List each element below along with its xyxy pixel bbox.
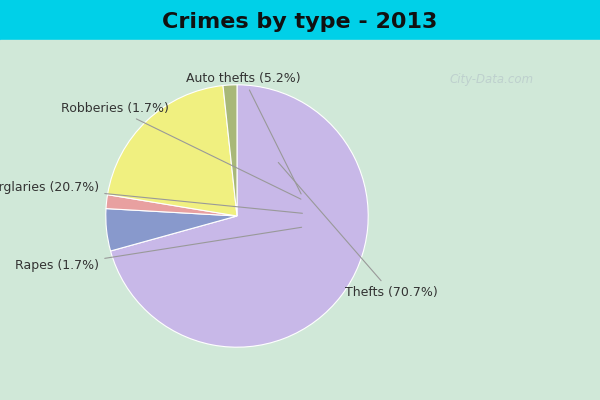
Text: Auto thefts (5.2%): Auto thefts (5.2%) [186,72,301,194]
Text: Burglaries (20.7%): Burglaries (20.7%) [0,181,302,213]
Wedge shape [106,208,237,251]
Text: Robberies (1.7%): Robberies (1.7%) [61,102,301,199]
Text: Crimes by type - 2013: Crimes by type - 2013 [163,12,437,32]
Wedge shape [110,85,368,347]
Wedge shape [106,195,237,216]
Bar [0,0,600,40]
Text: Thefts (70.7%): Thefts (70.7%) [278,162,437,298]
Wedge shape [223,85,237,216]
Wedge shape [107,86,237,216]
Text: Rapes (1.7%): Rapes (1.7%) [15,227,302,272]
Text: City-Data.com: City-Data.com [450,74,534,86]
